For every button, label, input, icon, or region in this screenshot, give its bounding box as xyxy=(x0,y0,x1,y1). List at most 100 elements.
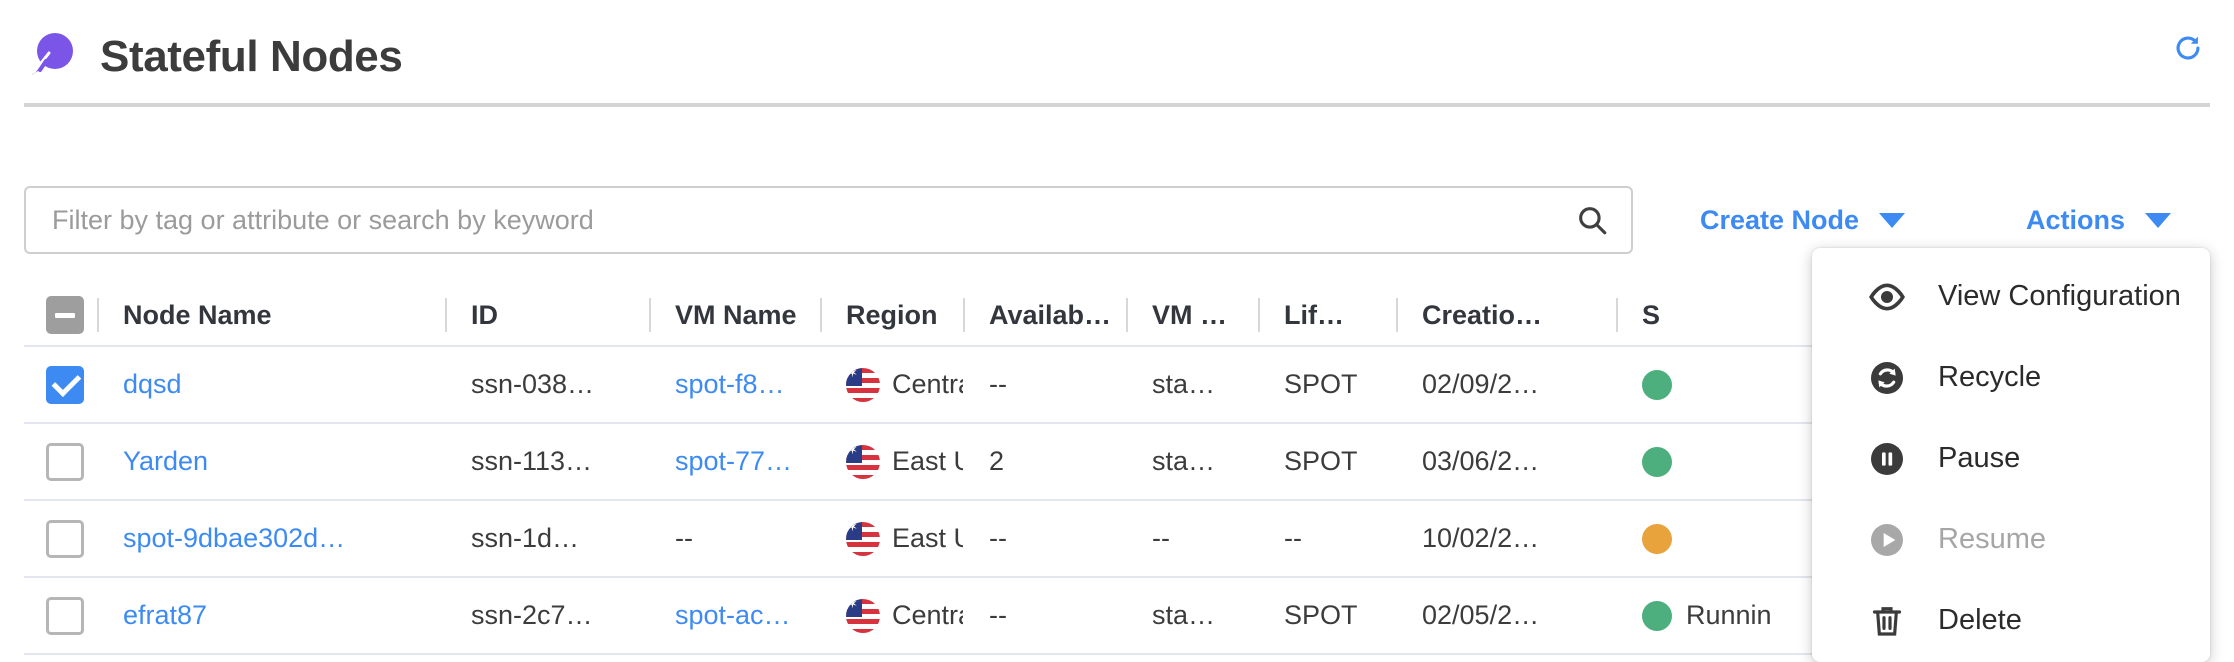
us-flag-icon xyxy=(846,598,880,633)
column-header-label: VM Name xyxy=(675,299,797,330)
status-dot xyxy=(1642,600,1672,631)
cell-availability-zone: -- xyxy=(989,523,1007,553)
cell-vm-name: spot-f8… xyxy=(649,347,820,422)
menu-item-delete[interactable]: Delete xyxy=(1812,580,2210,661)
column-header-label: ID xyxy=(471,299,498,330)
eye-icon xyxy=(1864,274,1910,320)
cell-vm-name: spot-77… xyxy=(649,424,820,499)
play-circle-icon xyxy=(1864,517,1910,563)
column-divider xyxy=(1396,298,1398,332)
create-node-button[interactable]: Create Node xyxy=(1700,198,1906,242)
column-header-name[interactable]: Node Name xyxy=(97,285,445,345)
column-header-label: VM … xyxy=(1152,299,1228,330)
menu-item-label: Recycle xyxy=(1938,361,2042,393)
cell-availability-zone: -- xyxy=(989,369,1007,399)
column-header-vmtype[interactable]: VM … xyxy=(1126,285,1258,345)
cell-creation-time: 10/02/2… xyxy=(1422,523,1540,553)
column-header-label: Node Name xyxy=(123,299,272,330)
menu-item-view-configuration[interactable]: View Configuration xyxy=(1812,256,2210,337)
menu-item-label: Pause xyxy=(1938,442,2021,474)
cell-node-name: Yarden xyxy=(97,424,445,499)
cell-lifecycle: SPOT xyxy=(1284,446,1358,476)
column-divider xyxy=(649,298,651,332)
column-header-label: Lif… xyxy=(1284,299,1344,330)
page-header: Stateful Nodes xyxy=(0,0,2234,114)
select-all-cell xyxy=(24,285,97,345)
column-header-vmname[interactable]: VM Name xyxy=(649,285,820,345)
cell-creation-time: 02/09/2… xyxy=(1422,369,1540,399)
region-label: Centra xyxy=(892,369,963,399)
column-header-region[interactable]: Region xyxy=(820,285,963,345)
region-label: Centra xyxy=(892,600,963,630)
row-select-cell xyxy=(24,501,97,576)
us-flag-icon xyxy=(846,444,880,479)
row-checkbox[interactable] xyxy=(46,519,84,558)
cell-node-name: dqsd xyxy=(97,347,445,422)
cell-vm-name: -- xyxy=(675,523,693,553)
menu-item-label: Resume xyxy=(1938,523,2046,555)
refresh-icon[interactable] xyxy=(2164,24,2212,72)
select-all-checkbox[interactable] xyxy=(46,296,84,334)
cell-node-name: spot-9dbae302d… xyxy=(97,501,445,576)
column-header-life[interactable]: Lif… xyxy=(1258,285,1396,345)
vm-name-link[interactable]: spot-ac… xyxy=(675,600,791,630)
cell-id: ssn-1d… xyxy=(471,523,580,553)
node-name-link[interactable]: dqsd xyxy=(123,369,182,399)
cell-status: Runnin xyxy=(1616,578,1866,653)
search-input[interactable] xyxy=(26,204,1553,236)
table-row[interactable]: efrat87 ssn-2c7… spot-ac… Centra -- sta… SPOT 0… xyxy=(24,578,2210,655)
column-divider xyxy=(1258,298,1260,332)
nodes-table: Node Name ID VM Name Region Availab… VM … Lif…… xyxy=(24,285,2210,655)
node-name-link[interactable]: efrat87 xyxy=(123,600,208,630)
chevron-down-icon xyxy=(2145,212,2172,228)
menu-item-resume: Resume xyxy=(1812,499,2210,580)
cell-creation-time: 03/06/2… xyxy=(1422,446,1540,476)
table-row[interactable]: Yarden ssn-113… spot-77… East U 2 sta… SPOT 03/… xyxy=(24,424,2210,501)
vm-name-link[interactable]: spot-f8… xyxy=(675,369,785,399)
cell-status xyxy=(1616,501,1866,576)
column-divider xyxy=(963,298,965,332)
cell-vm-type: sta… xyxy=(1152,369,1216,399)
toolbar: Create Node Actions xyxy=(0,186,2234,256)
row-checkbox[interactable] xyxy=(46,596,84,635)
row-select-cell xyxy=(24,347,97,422)
column-header-status[interactable]: S xyxy=(1616,285,1866,345)
column-header-label: Availab… xyxy=(989,299,1112,330)
column-header-create[interactable]: Creatio… xyxy=(1396,285,1616,345)
cell-vm-type: sta… xyxy=(1152,600,1216,630)
search-box[interactable] xyxy=(24,186,1633,254)
cell-lifecycle: SPOT xyxy=(1284,600,1358,630)
cell-id: ssn-038… xyxy=(471,369,595,399)
cell-region: Centra xyxy=(820,347,963,422)
node-name-link[interactable]: spot-9dbae302d… xyxy=(123,523,346,553)
us-flag-icon xyxy=(846,521,880,556)
trash-icon xyxy=(1864,598,1910,644)
menu-item-pause[interactable]: Pause xyxy=(1812,418,2210,499)
us-flag-icon xyxy=(846,367,880,402)
column-header-avail[interactable]: Availab… xyxy=(963,285,1126,345)
vm-name-link[interactable]: spot-77… xyxy=(675,446,793,476)
row-select-cell xyxy=(24,578,97,653)
actions-button[interactable]: Actions xyxy=(2026,198,2172,242)
region-label: East U xyxy=(892,523,963,553)
cell-lifecycle: -- xyxy=(1284,523,1302,553)
cell-vm-type: -- xyxy=(1152,523,1170,553)
cell-vm-name: spot-ac… xyxy=(649,578,820,653)
row-checkbox[interactable] xyxy=(46,442,84,481)
actions-dropdown-menu: View Configuration Recycle Pause Resume Dele… xyxy=(1812,248,2210,662)
status-dot xyxy=(1642,369,1672,400)
table-row[interactable]: spot-9dbae302d… ssn-1d… -- East U -- -- -- 10/0… xyxy=(24,501,2210,578)
menu-item-recycle[interactable]: Recycle xyxy=(1812,337,2210,418)
node-name-link[interactable]: Yarden xyxy=(123,446,209,476)
column-header-label: Creatio… xyxy=(1422,299,1543,330)
search-icon[interactable] xyxy=(1553,188,1631,252)
cell-creation-time: 02/05/2… xyxy=(1422,600,1540,630)
column-divider xyxy=(1126,298,1128,332)
header-divider xyxy=(24,103,2210,107)
cell-id: ssn-2c7… xyxy=(471,600,593,630)
menu-item-label: View Configuration xyxy=(1938,280,2181,312)
column-header-id[interactable]: ID xyxy=(445,285,649,345)
table-row[interactable]: dqsd ssn-038… spot-f8… Centra -- sta… SPOT 02/0… xyxy=(24,347,2210,424)
row-checkbox[interactable] xyxy=(46,365,84,404)
